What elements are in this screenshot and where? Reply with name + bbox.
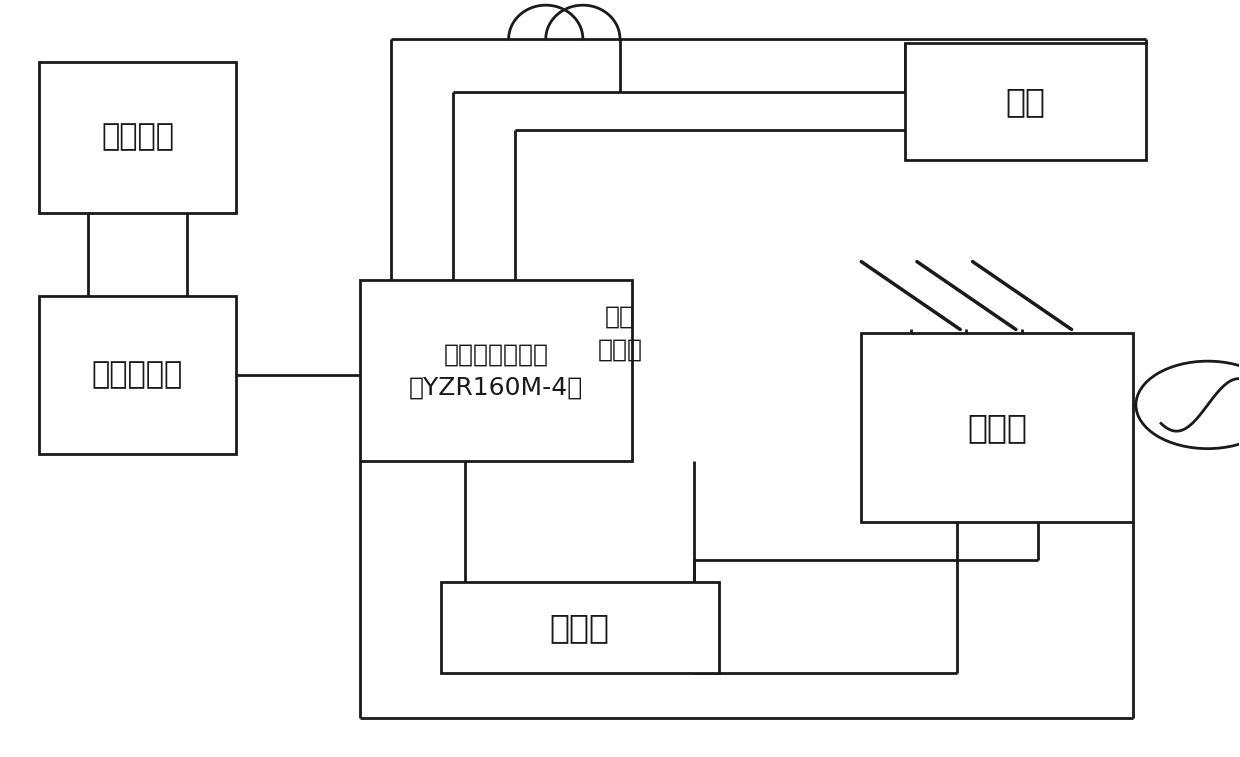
Bar xyxy=(360,280,632,462)
Bar xyxy=(38,62,237,213)
Bar xyxy=(38,295,237,454)
Bar xyxy=(862,333,1133,522)
Bar xyxy=(904,43,1146,160)
Text: 直流电源: 直流电源 xyxy=(100,123,174,151)
Text: 变压器: 变压器 xyxy=(967,411,1028,444)
Text: 负载: 负载 xyxy=(1006,85,1045,118)
Bar xyxy=(440,582,719,673)
Text: 变流器: 变流器 xyxy=(549,611,610,644)
Text: 直流电动机: 直流电动机 xyxy=(92,360,184,389)
Text: 绕组式异步电机
（YZR160M-4）: 绕组式异步电机 （YZR160M-4） xyxy=(409,342,583,400)
Text: 电流
互感器: 电流 互感器 xyxy=(598,304,642,362)
